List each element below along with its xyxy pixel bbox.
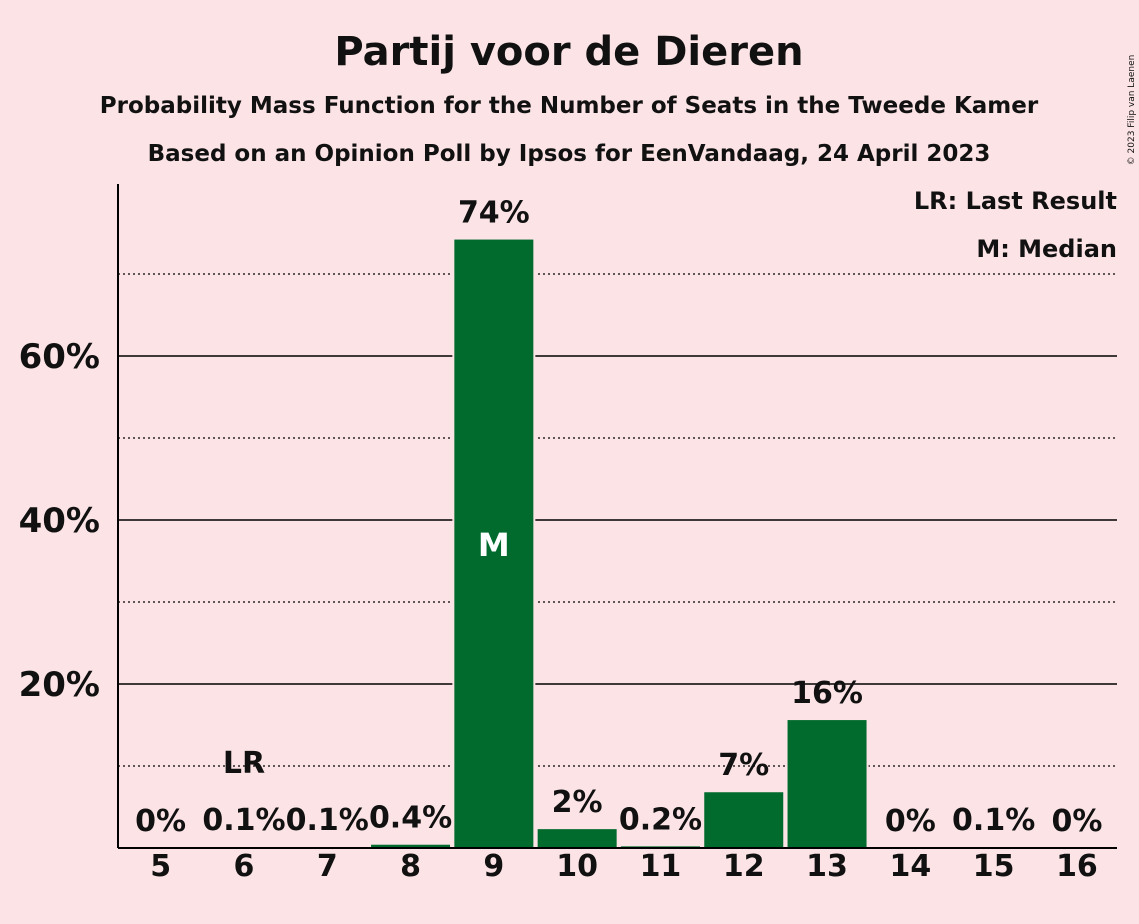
bars: 0% 0.1%LR0.1% 0.4%74%M2% 0.2%7%16%0% 0.1% 0% (121, 196, 1117, 848)
x-tick-label: 7 (317, 849, 338, 884)
copyright-note: © 2023 Filip van Laenen (1127, 55, 1137, 166)
x-tick-label: 14 (889, 849, 931, 884)
bar-value-label: 2% (552, 785, 603, 820)
chart-subtitle-source: Based on an Opinion Poll by Ipsos for Ee… (148, 141, 991, 167)
median-marker: M (478, 526, 510, 564)
bar (454, 239, 534, 848)
x-tick-label: 6 (234, 849, 255, 884)
bar (787, 720, 867, 848)
bar (704, 792, 784, 848)
x-tick-label: 5 (150, 849, 171, 884)
y-tick-label: 60% (19, 337, 100, 377)
axes: 20% 40% 60% 5 6 7 8 9 10 11 12 13 14 15 16 (19, 184, 1117, 884)
bar-value-label: 0.1% (952, 803, 1035, 838)
last-result-marker: LR (223, 746, 265, 781)
x-tick-label: 11 (640, 849, 682, 884)
legend-median: M: Median (976, 235, 1117, 263)
bar-value-label: 0.1% (286, 803, 369, 838)
x-tick-label: 15 (973, 849, 1015, 884)
bar-value-label: 7% (718, 748, 769, 783)
x-tick-label: 13 (806, 849, 848, 884)
bar-value-label: 16% (791, 676, 863, 711)
bar-value-label: 0.1% (202, 803, 285, 838)
bar-value-label: 0% (135, 804, 186, 839)
legend-last-result: LR: Last Result (914, 187, 1117, 215)
bar-value-label: 0% (885, 804, 936, 839)
bar (371, 844, 451, 848)
x-tick-label: 12 (723, 849, 765, 884)
bar-value-label: 0.2% (619, 802, 702, 837)
bar-value-label: 0% (1051, 804, 1102, 839)
y-tick-label: 20% (19, 665, 100, 705)
gridlines (118, 273, 1117, 767)
x-tick-label: 8 (400, 849, 421, 884)
y-tick-label: 40% (19, 501, 100, 541)
x-tick-label: 16 (1056, 849, 1098, 884)
x-tick-label: 10 (556, 849, 598, 884)
bar (537, 829, 617, 848)
chart-subtitle: Probability Mass Function for the Number… (100, 93, 1039, 119)
x-tick-label: 9 (483, 849, 504, 884)
bar-value-label: 0.4% (369, 801, 452, 836)
chart-title: Partij voor de Dieren (334, 29, 803, 75)
bar-value-label: 74% (458, 196, 530, 231)
